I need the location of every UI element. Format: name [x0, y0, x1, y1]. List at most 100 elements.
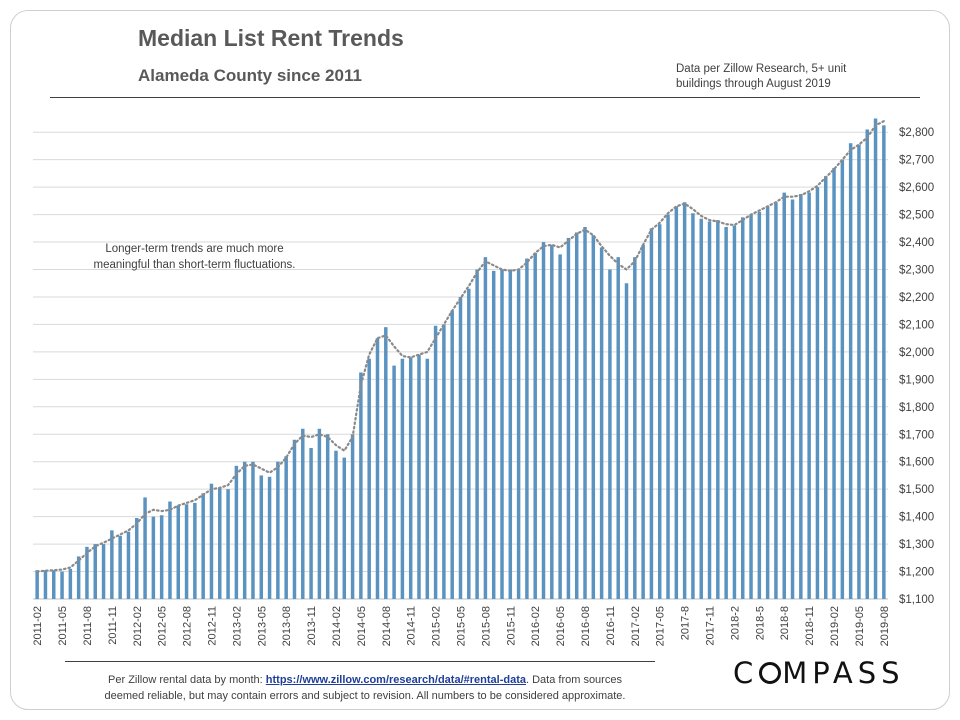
bar — [483, 257, 488, 599]
y-tick-label: $1,200 — [899, 567, 934, 579]
bar — [873, 118, 878, 600]
y-tick-label: $2,800 — [899, 127, 934, 139]
bar — [359, 372, 363, 599]
x-tick-label: 2018-5 — [754, 606, 766, 640]
bar — [384, 327, 388, 599]
bar — [400, 358, 405, 599]
bar — [309, 447, 313, 599]
bar — [674, 206, 679, 599]
bar — [251, 461, 255, 599]
bar — [342, 457, 347, 599]
bar — [218, 487, 222, 599]
y-tick-label: $2,600 — [899, 182, 934, 194]
x-tick-label: 2018-11 — [804, 606, 816, 646]
bar — [491, 270, 496, 599]
x-tick-label: 2015-11 — [505, 606, 517, 646]
footer-prefix: Per Zillow rental data by month: — [108, 674, 266, 686]
bar — [782, 192, 786, 599]
bar — [550, 244, 554, 599]
y-tick-label: $2,100 — [899, 319, 934, 331]
bar — [433, 325, 438, 599]
zillow-data-link[interactable]: https://www.zillow.com/research/data/#re… — [265, 674, 526, 686]
bar — [599, 247, 604, 600]
x-tick-label: 2013-05 — [256, 606, 268, 646]
bar — [60, 571, 64, 599]
annotation-line1: Longer-term trends are much more — [105, 243, 284, 255]
bar — [624, 283, 629, 599]
bar — [242, 461, 247, 599]
bar — [516, 269, 521, 599]
y-tick-label: $1,600 — [899, 457, 934, 469]
bar — [823, 176, 828, 600]
bar — [417, 354, 421, 599]
footer-disclaimer: deemed reliable, but may contain errors … — [104, 690, 626, 702]
bar — [815, 187, 820, 599]
footer-suffix: . Data from sources — [525, 674, 622, 686]
x-tick-label: 2015-08 — [480, 606, 492, 646]
bar — [209, 483, 214, 599]
x-tick-label: 2016-08 — [580, 606, 592, 646]
source-note-line2: buildings through August 2019 — [676, 78, 831, 90]
x-tick-label: 2017-02 — [630, 606, 642, 646]
x-tick-label: 2016-02 — [530, 606, 542, 646]
source-note: Data per Zillow Research, 5+ unit buildi… — [676, 62, 846, 92]
bar — [442, 324, 446, 599]
x-tick-label: 2014-08 — [381, 606, 393, 646]
x-tick-label: 2013-02 — [231, 606, 243, 646]
x-tick-label: 2017-8 — [680, 606, 692, 640]
bar — [666, 214, 670, 600]
trend-line — [36, 120, 885, 573]
x-tick-label: 2019-02 — [829, 606, 841, 646]
bar — [301, 428, 305, 599]
bar — [118, 535, 122, 599]
bar — [458, 296, 463, 599]
y-tick-label: $2,700 — [899, 155, 934, 167]
chart-annotation: Longer-term trends are much more meaning… — [72, 241, 317, 273]
y-tick-label: $1,400 — [899, 512, 934, 524]
bar — [425, 358, 430, 599]
y-tick-label: $2,300 — [899, 265, 934, 277]
bar — [500, 269, 504, 599]
bar — [558, 254, 562, 599]
bar — [201, 493, 205, 599]
bar — [259, 475, 264, 599]
bar — [691, 213, 695, 599]
x-tick-label: 2017-05 — [655, 606, 667, 646]
x-tick-label: 2015-05 — [456, 606, 468, 646]
x-tick-label: 2013-08 — [281, 606, 293, 646]
x-tick-label: 2016-11 — [605, 606, 617, 646]
bar — [450, 310, 454, 599]
x-tick-label: 2019-08 — [879, 606, 891, 646]
bar — [226, 489, 230, 599]
bar — [657, 224, 662, 600]
bar — [85, 546, 89, 599]
bar — [176, 505, 181, 599]
bar — [724, 226, 728, 599]
bar — [541, 242, 546, 599]
compass-logo: C MPASS — [733, 656, 905, 690]
x-tick-label: 2011-11 — [107, 606, 119, 645]
bar — [566, 237, 571, 600]
bar — [467, 288, 471, 599]
bar — [882, 125, 886, 600]
x-tick-label: 2018-2 — [729, 606, 741, 640]
header-divider — [50, 97, 920, 98]
bar — [749, 214, 753, 600]
bar — [616, 257, 620, 599]
logo-circle-icon — [759, 662, 782, 684]
bar — [184, 504, 189, 599]
bar — [799, 194, 803, 599]
bar — [774, 202, 778, 599]
bar — [857, 144, 861, 599]
bar — [52, 570, 56, 599]
x-tick-label: 2016-05 — [555, 606, 567, 646]
footer-divider — [65, 661, 655, 662]
bar — [807, 192, 811, 599]
bar — [43, 570, 48, 599]
bar — [151, 516, 156, 599]
bar — [533, 253, 537, 599]
bar — [375, 338, 380, 599]
y-tick-label: $2,500 — [899, 210, 934, 222]
bar — [367, 358, 371, 599]
